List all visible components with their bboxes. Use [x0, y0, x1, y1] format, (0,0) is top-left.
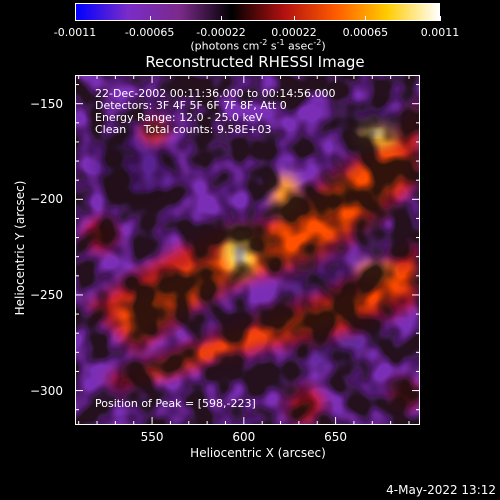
- colorbar-tick-label: -0.00022: [196, 26, 246, 39]
- y-tick-label: −150: [30, 96, 63, 111]
- colorbar-tick-mark: [365, 16, 367, 21]
- annotation-peak-position: Position of Peak = [598,-223]: [95, 397, 256, 410]
- x-axis-label: Heliocentric X (arcsec): [190, 446, 326, 460]
- colorbar-tick-mark: [440, 16, 441, 21]
- colorbar-tick-label: 0.00022: [271, 26, 317, 39]
- colorbar-tick-label: -0.00065: [124, 26, 175, 39]
- plot-frame: [75, 75, 420, 425]
- x-tick-label: 600: [232, 430, 256, 444]
- y-tick-label: −200: [30, 192, 63, 207]
- plot-area: [75, 75, 420, 425]
- colorbar-units-label: (photons cm-2 s-1 asec-2): [190, 38, 326, 53]
- colorbar-tick-mark: [221, 16, 222, 21]
- colorbar: [75, 3, 440, 21]
- plot-timestamp: 4-May-2022 13:12: [386, 483, 496, 497]
- colorbar-tick-label: 0.00065: [342, 26, 389, 39]
- x-tick-label: 650: [324, 430, 348, 444]
- colorbar-tick-mark: [294, 16, 295, 21]
- colorbar-tick-mark: [75, 16, 76, 21]
- annotation-time-range: 22-Dec-2002 00:11:36.000 to 00:14:56.000: [95, 87, 336, 100]
- chart-title: Reconstructed RHESSI Image: [145, 53, 365, 71]
- annotation-energy-range: Energy Range: 12.0 - 25.0 keV: [95, 111, 263, 124]
- colorbar-tick-mark: [149, 16, 151, 21]
- colorbar-tick-label: -0.0011: [53, 26, 97, 39]
- annotation-total-counts: Clean Total counts: 9.58E+03: [95, 123, 272, 136]
- y-axis-label: Heliocentric Y (arcsec): [13, 180, 27, 316]
- colorbar-tick-label: 0.0011: [420, 26, 460, 39]
- annotation-detectors: Detectors: 3F 4F 5F 6F 7F 8F, Att 0: [95, 99, 287, 112]
- y-tick-label: −300: [30, 383, 63, 398]
- x-tick-label: 550: [140, 430, 164, 444]
- y-tick-label: −250: [30, 287, 63, 302]
